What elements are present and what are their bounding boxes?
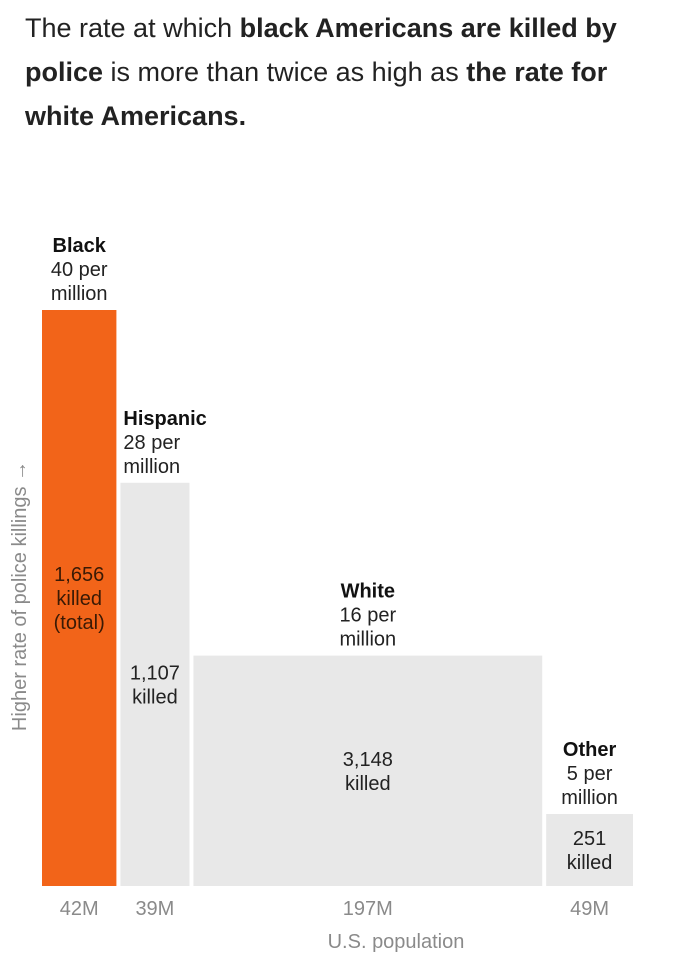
killed-label-hispanic-1: 1,107 [130, 662, 180, 684]
y-axis-title: Higher rate of police killings → [9, 461, 31, 731]
rate-label-other-2: million [561, 787, 618, 809]
killed-label-other-2: killed [567, 852, 613, 874]
killed-label-black-3: (total) [54, 612, 105, 634]
killed-label-white-2: killed [345, 773, 391, 795]
bar-white [193, 655, 543, 886]
chart-headline: The rate at which black Americans are ki… [25, 6, 675, 138]
population-tick-white: 197M [343, 898, 393, 920]
category-name-hispanic: Hispanic [123, 408, 206, 430]
bars-layer [42, 310, 633, 886]
killed-label-other-1: 251 [573, 828, 606, 850]
bar-hispanic [120, 482, 190, 886]
headline-bold-2: the rate for white Americans. [25, 57, 608, 131]
population-tick-hispanic: 39M [135, 898, 174, 920]
category-name-white: White [341, 581, 395, 603]
rate-label-hispanic-2: million [123, 456, 180, 478]
rate-label-black-1: 40 per [51, 259, 108, 281]
killed-label-black-2: killed [56, 588, 102, 610]
killed-label-white-1: 3,148 [343, 749, 393, 771]
headline-text-1: The rate at which [25, 13, 240, 43]
killed-label-hispanic-2: killed [132, 686, 178, 708]
headline-text-2: is more than twice as high as [103, 57, 467, 87]
bar-black [42, 310, 117, 886]
category-name-other: Other [563, 739, 617, 761]
rate-label-white-1: 16 per [339, 605, 396, 627]
population-tick-other: 49M [570, 898, 609, 920]
rate-label-other-1: 5 per [567, 763, 613, 785]
bar-other [546, 814, 633, 886]
category-name-black: Black [53, 235, 107, 257]
killed-label-black-1: 1,656 [54, 564, 104, 586]
headline-bold-1: black Americans are killed by police [25, 13, 617, 87]
rate-label-hispanic-1: 28 per [123, 432, 180, 454]
population-tick-black: 42M [60, 898, 99, 920]
rate-label-black-2: million [51, 283, 108, 305]
rate-label-white-2: million [339, 629, 396, 651]
x-axis-title: U.S. population [328, 931, 465, 953]
